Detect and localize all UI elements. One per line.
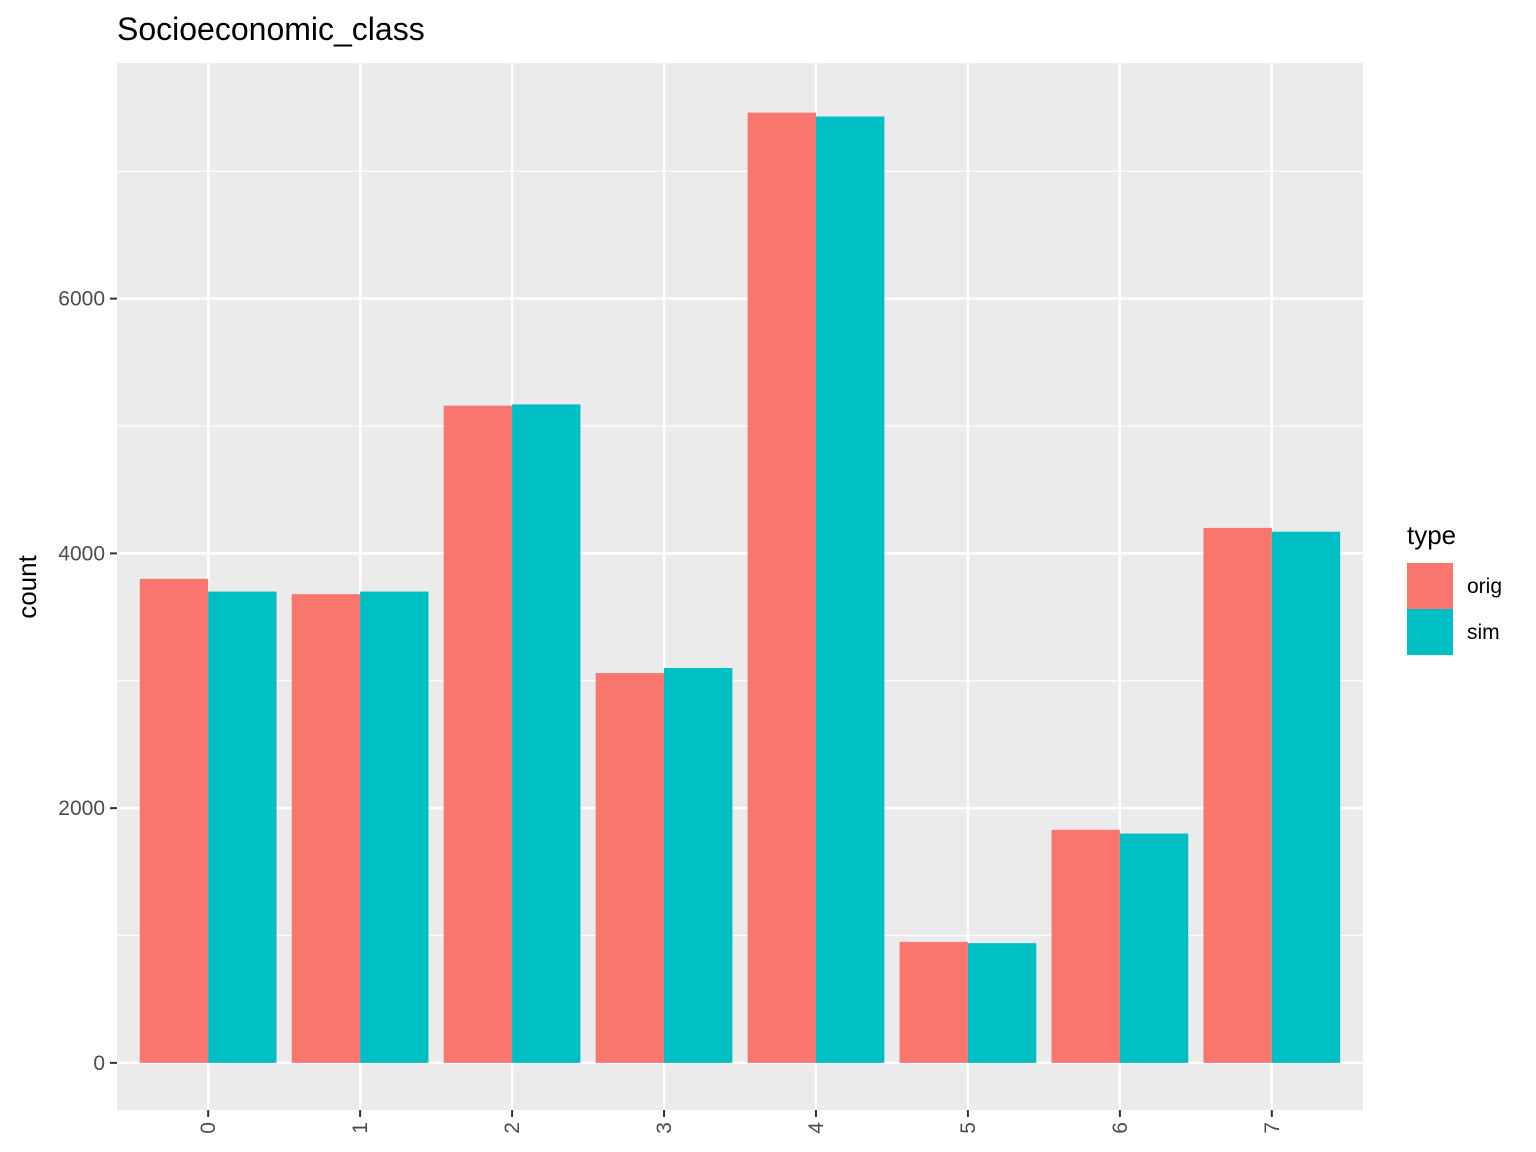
bar-sim-1 [360,591,429,1063]
x-axis: 0 1 2 3 4 5 6 7 [197,1110,1284,1134]
legend-items: orig sim [1407,563,1502,655]
bar-orig-2 [443,405,513,1063]
bar-orig-1 [291,594,361,1063]
legend-title: type [1407,520,1456,550]
y-tick-label: 6000 [58,288,105,311]
y-tick-label: 2000 [58,797,105,820]
bar-orig-4 [747,112,816,1063]
y-axis-title: count [12,554,42,618]
legend-label-orig: orig [1467,575,1502,598]
bar-sim-0 [208,591,277,1063]
bars [139,112,1341,1063]
y-tick-label: 4000 [58,542,105,565]
bar-sim-3 [664,668,733,1063]
bar-orig-3 [595,673,665,1063]
x-tick-label: 2 [501,1122,524,1134]
bar-sim-4 [815,116,885,1063]
bar-orig-7 [1203,527,1272,1063]
legend-key-sim [1407,609,1453,655]
bar-sim-6 [1119,833,1189,1063]
x-tick-label: 4 [805,1122,828,1134]
bar-orig-6 [1051,829,1120,1063]
bar-sim-5 [967,943,1037,1063]
legend-label-sim: sim [1467,621,1500,644]
chart-title: Socioeconomic_class [117,11,425,47]
x-tick-label: 7 [1261,1122,1284,1134]
legend: type orig sim [1407,520,1502,655]
bar-sim-7 [1271,531,1341,1063]
x-tick-label: 1 [349,1122,372,1134]
bar-orig-0 [139,578,209,1063]
y-axis: 0 2000 4000 6000 [58,288,117,1075]
x-tick-label: 6 [1109,1122,1132,1134]
bar-orig-5 [899,941,968,1063]
legend-key-orig [1407,563,1453,609]
x-tick-label: 0 [197,1122,220,1134]
bar-sim-2 [512,404,581,1063]
x-tick-label: 3 [653,1122,676,1134]
y-tick-label: 0 [93,1052,105,1075]
x-tick-label: 5 [957,1122,980,1134]
